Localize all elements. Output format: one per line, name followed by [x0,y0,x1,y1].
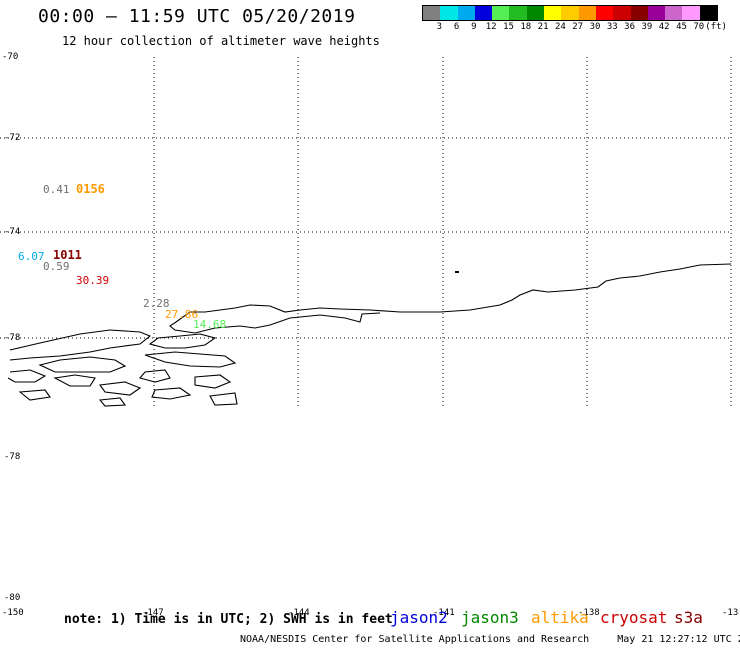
colorbar-swatch [630,6,648,20]
colorbar-label: 6 [453,22,460,32]
colorbar-label: 18 [520,22,532,32]
wave-obs: 0.41 [43,183,70,196]
wave-obs: 1011 [53,248,82,262]
wave-obs: 2.28 [143,297,170,310]
colorbar-label: 3 [436,22,443,32]
lon-label: -141 [433,608,455,618]
colorbar-label: 70 [693,22,705,32]
lon-label: -13 [722,608,739,618]
lat-label: -78 [4,452,21,462]
colorbar-swatch [509,6,527,20]
legend-altika: altika [531,608,589,627]
lat-label: -78 [4,333,21,343]
colorbar-label: 39 [641,22,653,32]
wave-obs: 14.68 [193,318,227,331]
colorbar-label: 45 [676,22,687,32]
colorbar-swatch [526,6,545,20]
coastline [7,263,732,407]
colorbar-label: 33 [606,22,618,32]
colorbar-swatch [457,6,475,20]
map-title: 00:00 – 11:59 UTC 05/20/2019 [38,6,356,27]
colorbar-swatch [440,6,458,20]
colorbar-swatch [578,6,596,20]
timestamp-text: May 21 12:27:12 UTC 2019 [617,634,740,645]
colorbar-swatch [423,6,441,20]
map-subtitle: 12 hour collection of altimeter wave hei… [62,34,380,48]
colorbar-swatch [647,6,666,20]
lat-label: -70 [2,52,19,62]
colorbar-swatch [561,6,579,20]
wave-obs: 0.59 [43,260,70,273]
wave-obs: 0156 [76,182,105,196]
legend-cryosat: cryosat [600,608,668,627]
colorbar-swatch [699,6,718,20]
colorbar-swatch [595,6,614,20]
legend-s3a: s3a [674,608,703,627]
colorbar-label: 27 [572,22,584,32]
lon-label: -144 [288,608,310,618]
credit-text: NOAA/NESDIS Center for Satellite Applica… [240,634,590,645]
colorbar-label: 15 [503,22,514,32]
footer-note: note: 1) Time is in UTC; 2) SWH is in fe… [64,612,393,627]
colorbar-swatch [665,6,683,20]
footer-credit: NOAA/NESDIS Center for Satellite Applica… [240,634,740,645]
colorbar-label: 42 [658,22,670,32]
lat-label: -80 [4,593,21,603]
graticule [0,57,732,406]
colorbar-label: 24 [554,22,566,32]
colorbar-swatch [682,6,700,20]
lat-label: -72 [4,133,21,143]
wave-obs: 30.39 [76,274,110,287]
wave-height-colorbar [422,5,719,21]
wave-obs: 27.86 [165,308,199,321]
colorbar-label: 21 [537,22,549,32]
lat-label: -74 [4,227,21,237]
colorbar-swatch [474,6,493,20]
colorbar-swatch [492,6,510,20]
colorbar-swatch [613,6,631,20]
colorbar-label: (ft) [705,22,727,32]
lon-label: -138 [578,608,600,618]
colorbar-label: 30 [589,22,601,32]
wave-obs: 6.07 [18,250,45,263]
colorbar-swatch [544,6,562,20]
legend-jason2: jason2 [390,608,448,627]
lon-label: -150 [2,608,24,618]
colorbar-label: 12 [485,22,497,32]
colorbar-label: 36 [624,22,636,32]
legend-jason3: jason3 [461,608,519,627]
colorbar-label: 9 [471,22,477,32]
lon-label: -147 [142,608,164,618]
